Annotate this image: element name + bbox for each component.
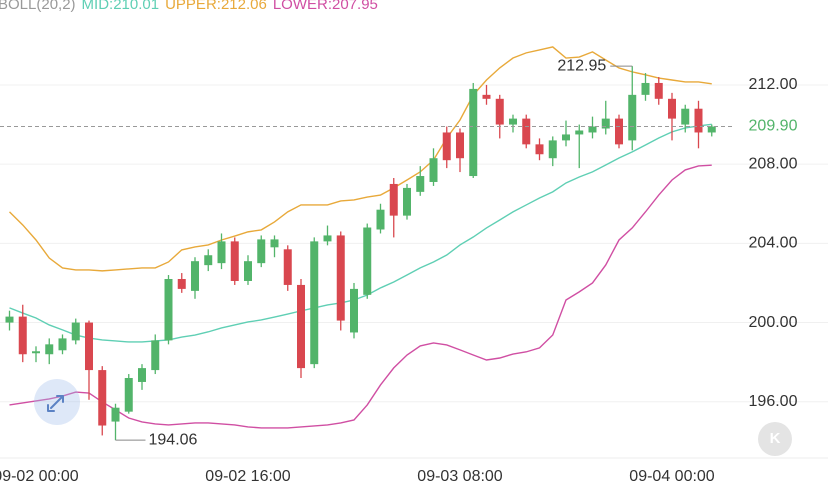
band-line xyxy=(9,123,712,343)
candle-body xyxy=(164,278,173,341)
rotate-button[interactable] xyxy=(34,379,80,425)
candle-body xyxy=(469,88,478,177)
candle-body xyxy=(535,144,544,155)
candle-body xyxy=(575,130,584,135)
candle-body xyxy=(85,322,93,371)
candle-body xyxy=(270,239,279,248)
candle-body xyxy=(283,249,292,285)
candle-body xyxy=(5,316,14,323)
candle-body xyxy=(403,187,411,216)
candle-body xyxy=(548,140,557,159)
candle-body xyxy=(495,98,504,125)
candle-body xyxy=(482,94,491,99)
candle-body xyxy=(18,316,27,355)
reset-button[interactable]: K xyxy=(758,422,792,456)
candle-body xyxy=(204,255,213,266)
indicator-header: BOLL(20,2) MID:210.01 UPPER:212.06 LOWER:20… xyxy=(0,0,390,13)
candle-body xyxy=(151,340,160,371)
indicator-name: BOLL(20,2) xyxy=(0,0,76,13)
candle-body xyxy=(668,98,676,119)
candle-body xyxy=(707,126,716,133)
candle-body xyxy=(363,227,372,295)
candle-body xyxy=(416,176,425,192)
legend-entry: UPPER:212.06 xyxy=(165,0,267,13)
legend-entry: LOWER:207.95 xyxy=(272,0,378,13)
candle-body xyxy=(177,278,186,289)
y-tick-label: 204.00 xyxy=(749,235,798,252)
rotate-icon xyxy=(47,395,64,412)
candle-body xyxy=(310,241,319,365)
candle-body xyxy=(615,118,623,145)
candle-body xyxy=(442,132,451,161)
x-tick-label: 09-02 16:00 xyxy=(205,468,291,485)
y-tick-label: 212.00 xyxy=(749,76,798,93)
candle-body xyxy=(509,118,517,125)
y-tick-label: 200.00 xyxy=(749,314,798,331)
candle-body xyxy=(32,351,40,354)
candle-body xyxy=(71,322,80,341)
band-line xyxy=(9,164,712,429)
y-tick-label: 196.00 xyxy=(749,393,798,410)
y-tick-label: 208.00 xyxy=(749,155,798,172)
candle-body xyxy=(98,370,107,426)
x-tick-label: 09-02 00:00 xyxy=(0,468,79,485)
candle-body xyxy=(111,407,120,422)
candle-body xyxy=(389,183,398,216)
candle-body xyxy=(58,338,67,351)
candle-body xyxy=(138,368,146,382)
candle-body xyxy=(588,126,597,133)
legend-entry: MID:210.01 xyxy=(81,0,160,13)
x-tick-label: 09-03 08:00 xyxy=(417,468,503,485)
candle-body xyxy=(641,82,650,95)
candle-body xyxy=(244,261,252,281)
last-price-label: 209.90 xyxy=(749,118,798,135)
candle-body xyxy=(429,158,438,182)
candle-body xyxy=(217,241,226,264)
candle-body xyxy=(230,241,239,281)
candle-body xyxy=(45,344,54,355)
candle-body xyxy=(522,118,531,145)
candle-body xyxy=(336,235,345,321)
x-tick-label: 09-04 00:00 xyxy=(629,468,715,485)
band-line xyxy=(9,46,712,272)
candle-body xyxy=(681,108,690,125)
legend: MID:210.01 UPPER:212.06 LOWER:207.95 xyxy=(82,0,384,13)
candle-body xyxy=(257,239,266,264)
annotation-label: 194.06 xyxy=(149,431,198,448)
candle-body xyxy=(376,209,385,230)
candle-body xyxy=(323,235,332,242)
annotation-label: 212.95 xyxy=(557,57,606,74)
candle-body xyxy=(694,108,703,133)
candle-body xyxy=(562,134,570,141)
candle-body xyxy=(124,378,133,412)
candle-body xyxy=(350,288,358,333)
candle-body xyxy=(601,118,610,129)
candle-body xyxy=(628,94,637,141)
candle-body xyxy=(654,82,663,99)
candle-body xyxy=(456,132,464,159)
candle-body xyxy=(191,261,199,291)
candle-body xyxy=(297,284,305,369)
